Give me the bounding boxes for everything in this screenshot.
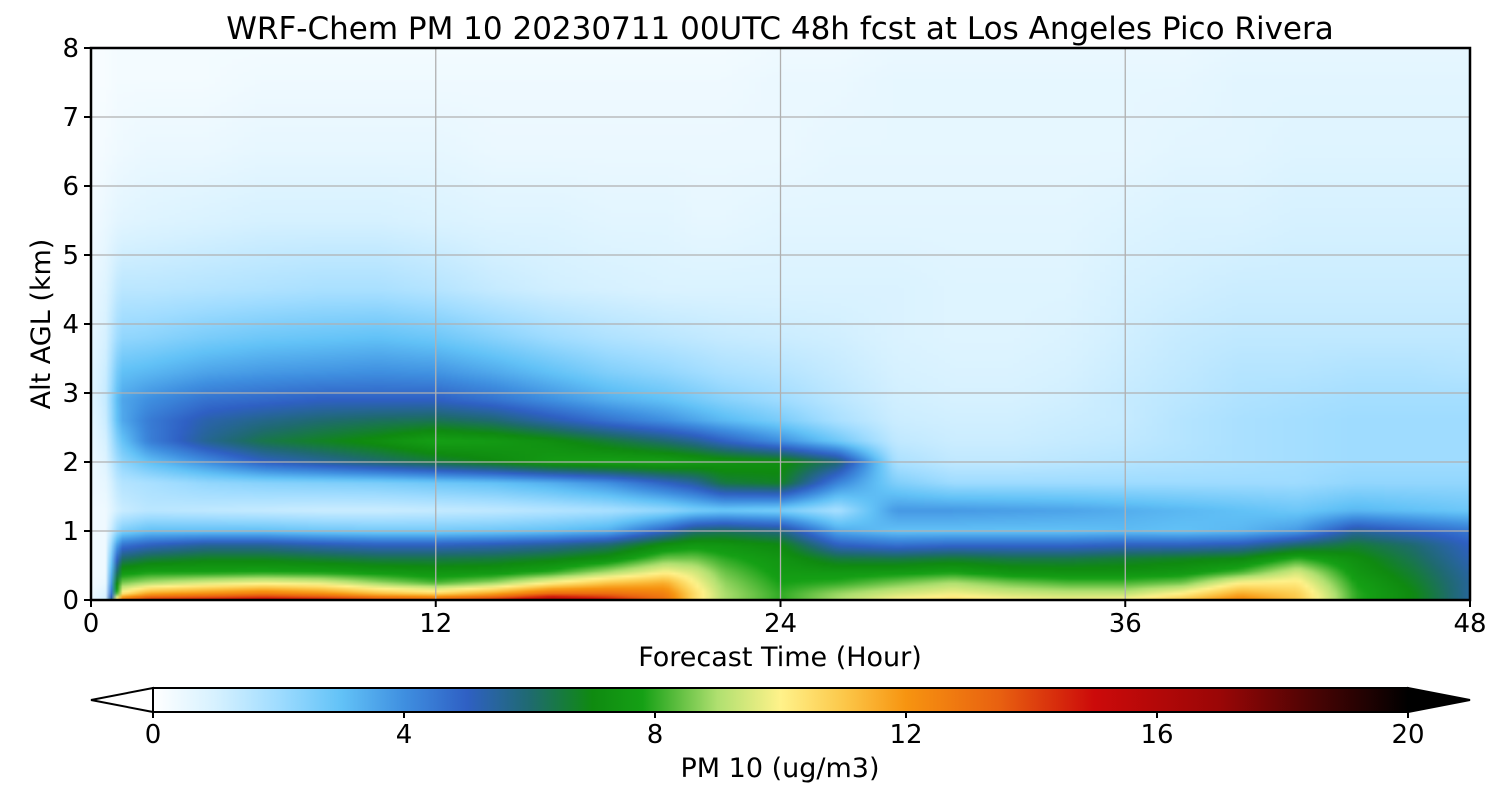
x-axis-label: Forecast Time (Hour) bbox=[638, 642, 922, 673]
x-tick-label: 12 bbox=[419, 609, 452, 639]
x-tick-label: 48 bbox=[1453, 609, 1486, 639]
y-tick-label: 3 bbox=[62, 379, 79, 409]
y-tick-label: 0 bbox=[62, 586, 79, 616]
y-tick-label: 2 bbox=[62, 448, 79, 478]
colorbar-tick-label: 12 bbox=[889, 720, 922, 750]
colorbar-frame bbox=[152, 687, 1409, 713]
x-axis: 0 12 24 36 48 bbox=[83, 600, 1487, 639]
colorbar-tick-label: 0 bbox=[145, 720, 162, 750]
x-tick-label: 0 bbox=[83, 609, 100, 639]
colorbar-tick-label: 8 bbox=[647, 720, 664, 750]
colorbar-ticks: 0 4 8 12 16 20 bbox=[145, 712, 1425, 750]
colorbar-extend-max bbox=[1407, 686, 1471, 714]
gridlines bbox=[91, 48, 1470, 600]
colorbar-label: PM 10 (ug/m3) bbox=[681, 753, 880, 784]
colorbar-tick-label: 16 bbox=[1140, 720, 1173, 750]
y-tick-label: 7 bbox=[62, 103, 79, 133]
y-tick-label: 5 bbox=[62, 241, 79, 271]
y-tick-label: 8 bbox=[62, 34, 79, 64]
y-tick-label: 4 bbox=[62, 310, 79, 340]
y-tick-label: 1 bbox=[62, 517, 79, 547]
x-tick-label: 24 bbox=[764, 609, 797, 639]
y-axis: 0 1 2 3 4 5 6 7 8 bbox=[62, 34, 91, 616]
colorbar-tick-label: 4 bbox=[396, 720, 413, 750]
colorbar-extend-min bbox=[90, 686, 154, 714]
colorbar-gradient bbox=[153, 688, 1408, 712]
colorbar-tick-label: 20 bbox=[1391, 720, 1424, 750]
y-axis-label: Alt AGL (km) bbox=[26, 239, 57, 410]
y-tick-label: 6 bbox=[62, 172, 79, 202]
chart-title: WRF-Chem PM 10 20230711 00UTC 48h fcst a… bbox=[226, 11, 1333, 47]
x-tick-label: 36 bbox=[1109, 609, 1142, 639]
colorbar: 0 4 8 12 16 20 PM 10 (ug/m3) bbox=[90, 686, 1471, 784]
